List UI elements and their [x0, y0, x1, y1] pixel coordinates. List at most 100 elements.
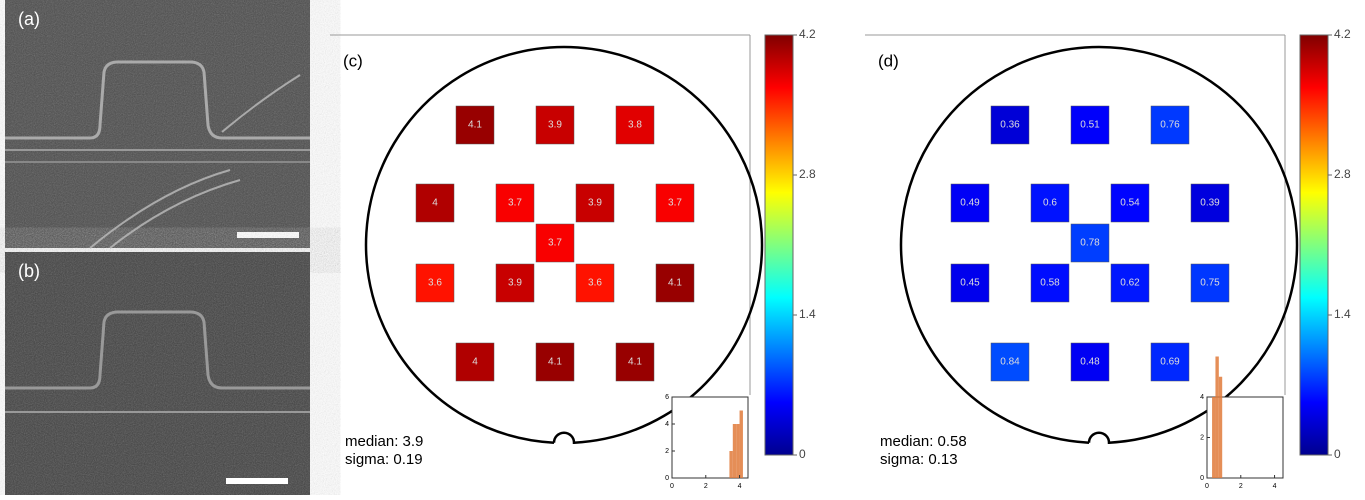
wafer-outline	[899, 45, 1299, 445]
inset-tick-label: 0	[1205, 483, 1209, 490]
inset-tick-label: 6	[665, 394, 669, 401]
colorbar	[1299, 34, 1329, 456]
die	[495, 263, 535, 303]
die	[1110, 263, 1150, 303]
sem-image-a	[5, 0, 310, 249]
inset-tick-label: 4	[1273, 483, 1277, 490]
die	[535, 105, 575, 145]
die-value: 0.62	[1120, 278, 1140, 289]
die	[615, 105, 655, 145]
inset-tick-label: 2	[704, 483, 708, 490]
die	[575, 183, 615, 223]
colorbar-tick-label: 2.8	[799, 167, 816, 181]
die-value: 3.7	[508, 198, 522, 209]
inset-tick-label: 4	[665, 421, 669, 428]
die-value: 0.75	[1200, 278, 1220, 289]
die-value: 0.6	[1043, 198, 1057, 209]
die	[655, 183, 695, 223]
hist-bar	[1215, 356, 1219, 478]
sem-image-b	[5, 252, 310, 495]
hist-bar	[736, 424, 740, 478]
inset-tick-label: 0	[1200, 475, 1204, 482]
colorbar-tick-label: 1.4	[799, 307, 816, 321]
die-value: 0.84	[1000, 357, 1020, 368]
die	[950, 183, 990, 223]
die	[990, 105, 1030, 145]
inset-tick-label: 4	[1200, 394, 1204, 401]
die-value: 0.58	[1040, 278, 1060, 289]
die-value: 4.1	[468, 120, 482, 131]
colorbar	[764, 34, 794, 456]
colorbar-tick-label: 0	[1334, 447, 1341, 461]
die-value: 0.78	[1080, 238, 1100, 249]
die-value: 0.69	[1160, 357, 1180, 368]
inset-tick-label: 0	[665, 475, 669, 482]
hist-bar	[1212, 397, 1216, 478]
panel-label: (a)	[18, 9, 40, 29]
die-value: 0.76	[1160, 120, 1180, 131]
die	[1030, 263, 1070, 303]
annotation: sigma: 0.19	[345, 451, 423, 468]
die	[1070, 342, 1110, 382]
colorbar-tick-label: 0	[799, 447, 806, 461]
annotation: sigma: 0.13	[880, 451, 958, 468]
die	[415, 263, 455, 303]
die	[455, 105, 495, 145]
die	[950, 263, 990, 303]
die	[575, 263, 615, 303]
die	[655, 263, 695, 303]
die	[1190, 263, 1230, 303]
die-value: 0.48	[1080, 357, 1100, 368]
die-value: 3.8	[628, 120, 642, 131]
die	[455, 342, 495, 382]
die	[535, 223, 575, 263]
wafer-outline	[364, 45, 764, 445]
die	[990, 342, 1030, 382]
die-value: 3.6	[428, 278, 442, 289]
hist-bar	[1218, 376, 1223, 478]
die-value: 3.7	[548, 238, 562, 249]
hist-bar	[739, 410, 743, 478]
die-value: 3.6	[588, 278, 602, 289]
colorbar-tick-label: 4.2	[799, 27, 816, 41]
die-value: 3.9	[508, 278, 522, 289]
panel-label: (d)	[878, 51, 899, 70]
inset-tick-label: 2	[665, 448, 669, 455]
die-value: 4.1	[548, 357, 562, 368]
die-value: 0.36	[1000, 120, 1020, 131]
die-value: 0.45	[960, 278, 980, 289]
die-value: 0.54	[1120, 198, 1140, 209]
inset-tick-label: 2	[1200, 434, 1204, 441]
die-value: 0.49	[960, 198, 980, 209]
die-value: 0.51	[1080, 120, 1100, 131]
die-value: 0.39	[1200, 198, 1220, 209]
die	[415, 183, 455, 223]
colorbar-tick-label: 1.4	[1334, 307, 1351, 321]
hist-bar	[732, 424, 737, 478]
die-value: 3.9	[588, 198, 602, 209]
die-value: 3.7	[668, 198, 682, 209]
die-value: 4.1	[668, 278, 682, 289]
die-value: 4.1	[628, 357, 642, 368]
panel-label: (b)	[18, 261, 40, 281]
die	[1070, 223, 1110, 263]
die	[615, 342, 655, 382]
die-value: 3.9	[548, 120, 562, 131]
die	[1070, 105, 1110, 145]
die	[1190, 183, 1230, 223]
colorbar-tick-label: 4.2	[1334, 27, 1351, 41]
inset-tick-label: 0	[670, 483, 674, 490]
colorbar-tick-label: 2.8	[1334, 167, 1351, 181]
die	[1110, 183, 1150, 223]
die	[535, 342, 575, 382]
die	[1150, 342, 1190, 382]
die-value: 4	[432, 198, 438, 209]
hist-bar	[729, 451, 733, 478]
inset-tick-label: 4	[738, 483, 742, 490]
annotation: median: 0.58	[880, 433, 967, 450]
inset-tick-label: 2	[1239, 483, 1243, 490]
die	[1150, 105, 1190, 145]
die-value: 4	[472, 357, 478, 368]
die	[1030, 183, 1070, 223]
panel-label: (c)	[343, 51, 363, 70]
